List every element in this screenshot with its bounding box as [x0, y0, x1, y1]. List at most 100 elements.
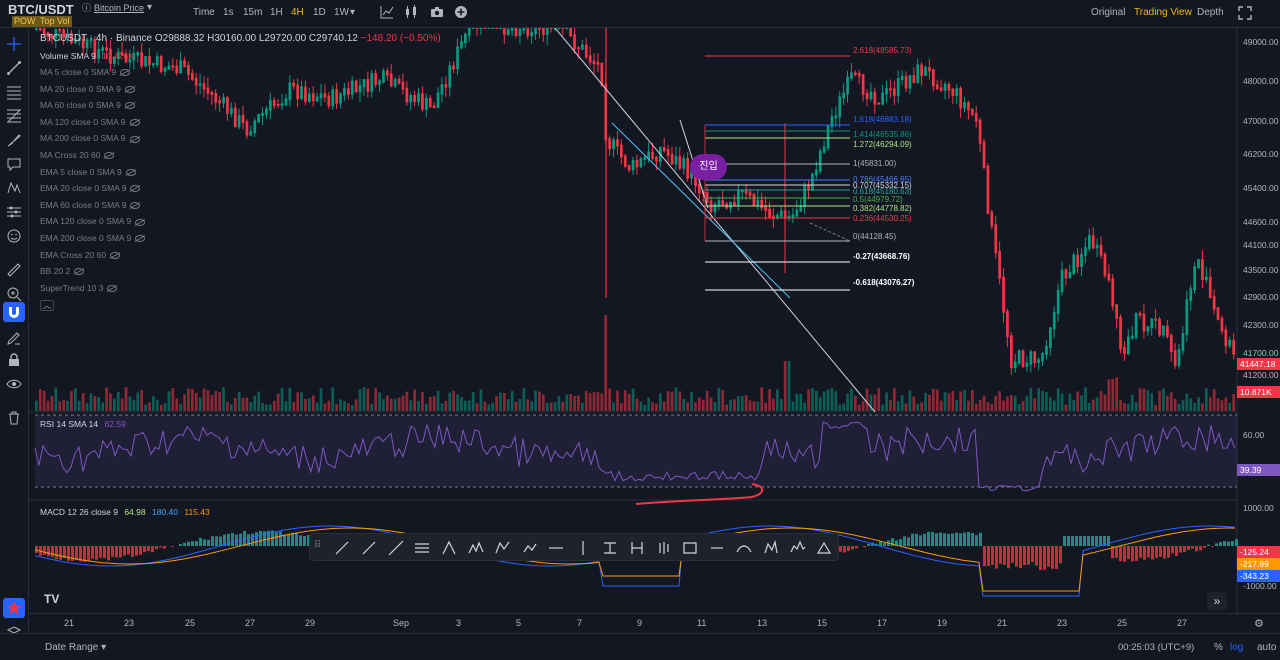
draw-mode-icon[interactable] [6, 330, 22, 346]
crosshair-icon[interactable] [6, 36, 22, 52]
pitchfork-icon[interactable] [441, 540, 457, 556]
view-original[interactable]: Original [1091, 7, 1126, 18]
emoji-icon[interactable] [6, 228, 22, 244]
indicator-legend-item[interactable]: EMA 200 close 0 SMA 9 [40, 233, 146, 243]
curve-icon[interactable] [736, 540, 752, 556]
lock-icon[interactable] [6, 352, 22, 368]
indicator-legend-item[interactable]: EMA 5 close 0 SMA 9 [40, 167, 136, 177]
timeframe-1w[interactable]: 1W [334, 7, 349, 18]
camera-icon[interactable] [430, 5, 444, 19]
trend-line-icon[interactable] [334, 540, 350, 556]
indicator-legend-item[interactable]: EMA 120 close 0 SMA 9 [40, 216, 146, 226]
eye-hidden-icon[interactable] [125, 168, 136, 176]
eye-hidden-icon[interactable] [129, 119, 140, 127]
eye-hidden-icon[interactable] [107, 285, 118, 293]
eye-icon[interactable] [6, 376, 22, 392]
date-range-icon[interactable] [602, 540, 618, 556]
triangle-icon[interactable] [816, 540, 832, 556]
indicator-legend-item[interactable]: BB 20 2 [40, 266, 85, 276]
fib-tool-icon[interactable] [6, 108, 22, 124]
indicator-legend-item[interactable]: MA 5 close 0 SMA 9 [40, 67, 131, 77]
eye-hidden-icon[interactable] [124, 102, 135, 110]
path-icon[interactable] [522, 540, 538, 556]
date-range-button[interactable]: Date Range ▾ [45, 642, 106, 653]
indicator-legend-item[interactable]: EMA 20 close 0 SMA 9 [40, 183, 141, 193]
timeframe-15m[interactable]: 15m [243, 7, 263, 18]
ruler-icon[interactable] [6, 262, 22, 278]
log-toggle[interactable]: log [1230, 642, 1244, 653]
zoom-in-icon[interactable] [6, 286, 22, 302]
eye-hidden-icon[interactable] [120, 69, 131, 77]
candle-body [1088, 235, 1091, 249]
horizontal-ray-icon[interactable] [709, 540, 725, 556]
indicator-legend-item[interactable]: EMA Cross 20 60 [40, 250, 121, 260]
eye-hidden-icon[interactable] [110, 251, 121, 259]
indicator-chart-icon[interactable] [380, 5, 394, 19]
candle-body [935, 84, 939, 90]
trend-line-icon[interactable] [6, 60, 22, 76]
pattern-icon[interactable] [468, 540, 484, 556]
auto-toggle[interactable]: auto [1257, 642, 1277, 653]
trash-icon[interactable] [6, 410, 22, 426]
eye-hidden-icon[interactable] [74, 268, 85, 276]
comment-icon[interactable] [6, 156, 22, 172]
candle-type-icon[interactable] [404, 5, 418, 19]
horizontal-line-icon[interactable] [548, 540, 564, 556]
price-chart[interactable] [0, 28, 1280, 633]
eye-hidden-icon[interactable] [130, 185, 141, 193]
indicator-legend-item[interactable]: SuperTrend 10 3 [40, 283, 118, 293]
timeframe-1h[interactable]: 1H [270, 7, 283, 18]
rectangle-icon[interactable] [682, 540, 698, 556]
price-range-icon[interactable] [629, 540, 645, 556]
symbol-title[interactable]: BTC/USDT [8, 2, 74, 17]
timeframe-4h[interactable]: 4H [291, 7, 304, 18]
eye-hidden-icon[interactable] [129, 135, 140, 143]
head-shoulders-icon[interactable] [790, 540, 806, 556]
measure-icon[interactable] [6, 204, 22, 220]
indicator-legend-item[interactable]: EMA 60 close 0 SMA 9 [40, 200, 141, 210]
add-icon[interactable] [454, 5, 468, 19]
timeframe-time[interactable]: Time [193, 7, 215, 18]
indicator-legend-item[interactable]: MA 60 close 0 SMA 9 [40, 100, 135, 110]
fullscreen-icon[interactable] [1238, 6, 1252, 20]
vertical-line-icon[interactable] [575, 540, 591, 556]
gear-icon[interactable]: ⚙ [1254, 618, 1264, 630]
collapse-legend-button[interactable]: ︿ [40, 300, 54, 311]
magnet-active-bg[interactable] [3, 302, 25, 322]
pattern-icon[interactable] [6, 180, 22, 196]
volume-bar [467, 400, 471, 411]
eye-hidden-icon[interactable] [104, 152, 115, 160]
macd-histogram-bar [1167, 546, 1170, 558]
candles-icon[interactable] [656, 540, 672, 556]
indicator-legend-item[interactable]: MA 120 close 0 SMA 9 [40, 117, 140, 127]
percent-toggle[interactable]: % [1214, 642, 1223, 653]
eye-hidden-icon[interactable] [135, 235, 146, 243]
brush-icon[interactable] [6, 132, 22, 148]
eye-hidden-icon[interactable] [135, 218, 146, 226]
chevron-down-icon[interactable]: ▾ [147, 2, 153, 13]
symbol-description[interactable]: ⓘ Bitcoin Price [82, 1, 144, 14]
candle-body [635, 160, 639, 168]
macd-histogram-bar [1223, 541, 1226, 546]
parallel-channel-icon[interactable] [414, 540, 430, 556]
eye-hidden-icon[interactable] [124, 85, 135, 93]
candle-body [206, 87, 210, 94]
timeframe-1s[interactable]: 1s [223, 7, 234, 18]
favorite-active-bg[interactable] [3, 598, 25, 618]
drag-handle-icon[interactable]: ⠿ [314, 540, 322, 551]
indicator-legend-item[interactable]: MA 200 close 0 SMA 9 [40, 133, 140, 143]
view-depth[interactable]: Depth [1197, 7, 1224, 18]
extended-line-icon[interactable] [388, 540, 404, 556]
scroll-to-latest-button[interactable]: » [1207, 592, 1227, 610]
horizontal-lines-icon[interactable] [6, 84, 22, 100]
indicator-legend-item[interactable]: MA 20 close 0 SMA 9 [40, 84, 135, 94]
chevron-down-icon[interactable]: ▾ [350, 7, 356, 18]
date-axis[interactable] [29, 613, 1280, 632]
indicator-legend-item[interactable]: MA Cross 20 60 [40, 150, 115, 160]
abc-pattern-icon[interactable] [495, 540, 511, 556]
ray-icon[interactable] [361, 540, 377, 556]
xabcd-icon[interactable] [763, 540, 779, 556]
view-trading-view[interactable]: Trading View [1134, 7, 1192, 18]
timeframe-1d[interactable]: 1D [313, 7, 326, 18]
eye-hidden-icon[interactable] [130, 202, 141, 210]
